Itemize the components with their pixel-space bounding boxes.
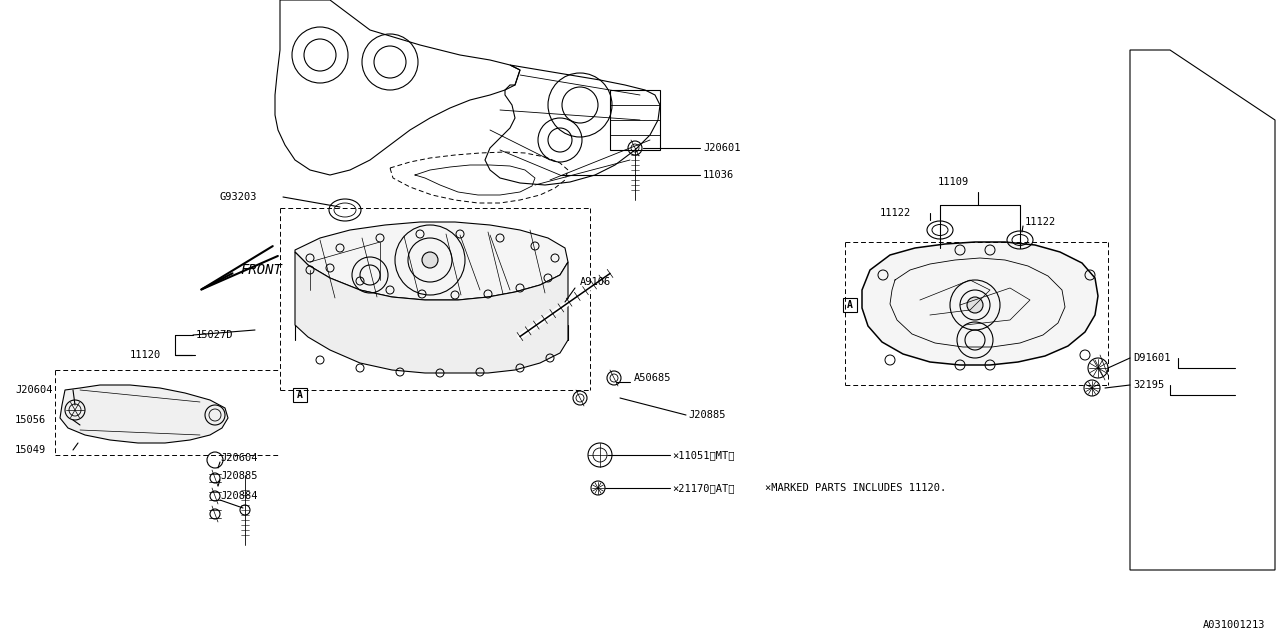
Text: D91601: D91601: [1133, 353, 1170, 363]
Text: J20601: J20601: [703, 143, 741, 153]
Text: 15056: 15056: [15, 415, 46, 425]
Polygon shape: [861, 242, 1098, 365]
Text: 15049: 15049: [15, 445, 46, 455]
Text: G93203: G93203: [220, 192, 257, 202]
Text: A50685: A50685: [634, 373, 672, 383]
Bar: [611, 90, 660, 150]
Text: J20885: J20885: [220, 471, 257, 481]
Circle shape: [966, 297, 983, 313]
Text: 11122: 11122: [881, 208, 911, 218]
Polygon shape: [60, 385, 228, 443]
Text: 11122: 11122: [1025, 217, 1056, 227]
Text: ×21170＜AT＞: ×21170＜AT＞: [672, 483, 735, 493]
Text: 32195: 32195: [1133, 380, 1165, 390]
Polygon shape: [294, 252, 568, 373]
Text: J20604: J20604: [220, 453, 257, 463]
Text: J20604: J20604: [15, 385, 52, 395]
Text: A9106: A9106: [580, 277, 612, 287]
Text: A: A: [297, 390, 303, 400]
Text: 11036: 11036: [703, 170, 735, 180]
Text: A: A: [847, 300, 852, 310]
Text: ×11051＜MT＞: ×11051＜MT＞: [672, 450, 735, 460]
Text: 11120: 11120: [131, 350, 161, 360]
Circle shape: [422, 252, 438, 268]
Text: FRONT: FRONT: [241, 263, 282, 277]
Text: A031001213: A031001213: [1202, 620, 1265, 630]
Text: 11109: 11109: [937, 177, 969, 187]
Bar: [293, 388, 307, 402]
Text: 15027D: 15027D: [196, 330, 233, 340]
Text: J20884: J20884: [220, 491, 257, 501]
Bar: [844, 298, 858, 312]
Text: J20885: J20885: [689, 410, 726, 420]
Text: ×MARKED PARTS INCLUDES 11120.: ×MARKED PARTS INCLUDES 11120.: [765, 483, 946, 493]
Polygon shape: [294, 222, 568, 300]
